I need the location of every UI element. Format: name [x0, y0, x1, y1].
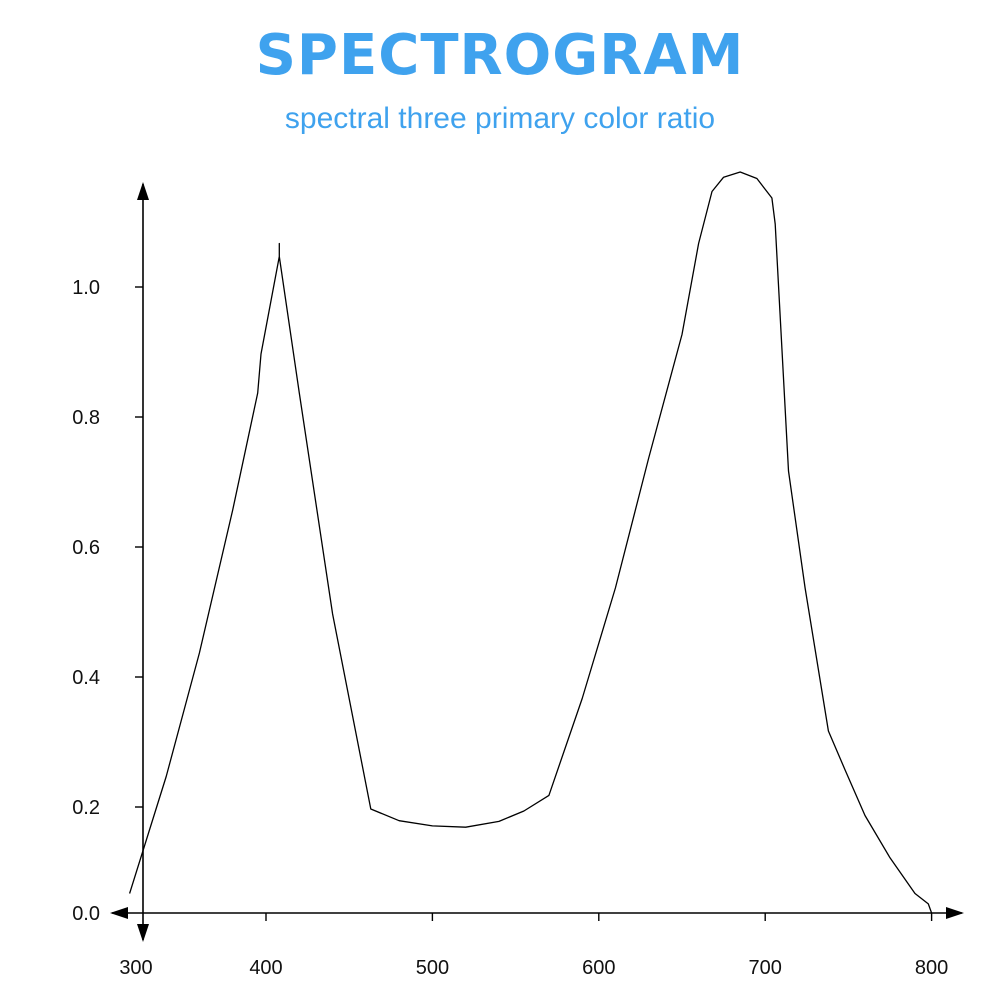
chart-subtitle: spectral three primary color ratio [284, 102, 716, 135]
x-tick-label: 700 [749, 957, 782, 979]
x-ticks: 300 400 500 600 700 800 [119, 913, 948, 979]
x-axis-arrow-right [946, 907, 964, 919]
x-tick-label: 300 [119, 957, 152, 979]
series-layer [128, 171, 933, 914]
x-tick-label: 800 [915, 957, 948, 979]
x-tick-label: 500 [416, 957, 449, 979]
axes [110, 182, 964, 942]
y-tick-label: 0.0 [72, 903, 100, 925]
y-axis-arrow-bottom [137, 924, 149, 942]
x-axis-arrow-left [110, 907, 128, 919]
y-axis-arrow-top [137, 182, 149, 200]
chart-title: SPECTROGRAM [255, 23, 745, 88]
y-ticks: 0.0 0.2 0.4 0.6 0.8 1.0 [72, 277, 143, 925]
series-line-0 [128, 171, 933, 914]
x-tick-label: 400 [249, 957, 282, 979]
y-tick-label: 1.0 [72, 277, 100, 299]
y-tick-label: 0.2 [72, 797, 100, 819]
y-tick-label: 0.4 [72, 667, 100, 689]
x-tick-label: 600 [582, 957, 615, 979]
y-tick-label: 0.8 [72, 407, 100, 429]
y-tick-label: 0.6 [72, 537, 100, 559]
